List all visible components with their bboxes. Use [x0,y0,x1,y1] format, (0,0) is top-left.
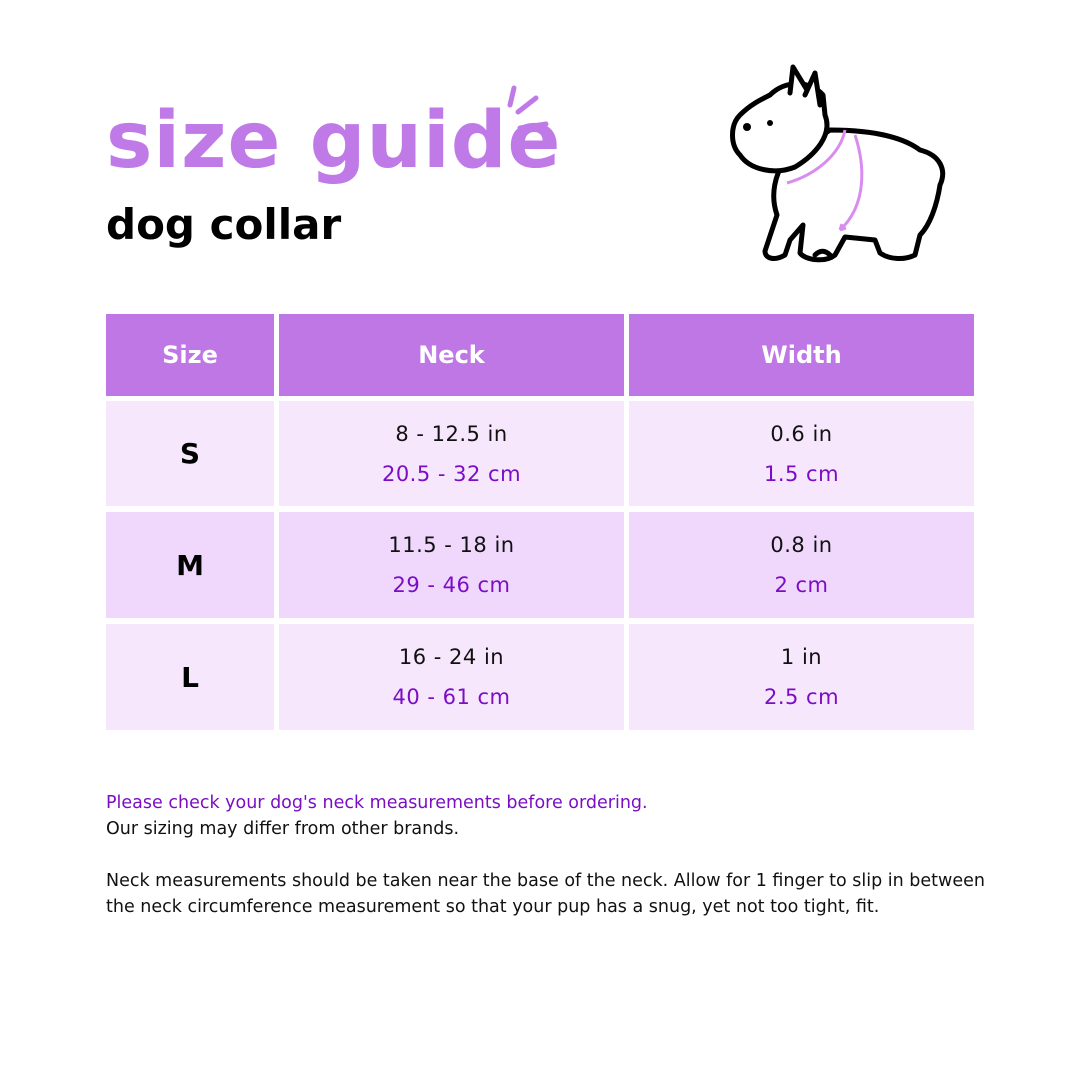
width-inches: 0.6 in [770,421,833,446]
page-subtitle: dog collar [106,200,342,249]
width-inches: 1 in [780,645,823,669]
neck-inches: 16 - 24 in [398,645,505,669]
neck-inches: 11.5 - 18 in [388,533,515,557]
width-inches: 0.8 in [770,533,833,557]
dog-with-collar-icon [730,64,946,263]
width-cm: 2 cm [774,573,829,597]
size-cell: M [106,512,274,618]
neck-inches: 8 - 12.5 in [395,421,508,446]
width-cm: 2.5 cm [763,685,840,709]
page-title: size guide [106,96,562,186]
width-cell: 1 in 2.5 cm [629,624,974,730]
column-header-neck: Neck [279,314,624,396]
neck-cell: 11.5 - 18 in 29 - 46 cm [279,512,624,618]
neck-cell: 8 - 12.5 in 20.5 - 32 cm [279,401,624,506]
width-cm: 1.5 cm [763,461,840,486]
width-cell: 0.6 in 1.5 cm [629,401,974,506]
column-header-width: Width [629,314,974,396]
width-cell: 0.8 in 2 cm [629,512,974,618]
notes-highlight: Please check your dog's neck measurement… [106,793,648,813]
neck-cm: 20.5 - 32 cm [381,461,522,486]
notes-line: Our sizing may differ from other brands. [106,819,460,839]
neck-cell: 16 - 24 in 40 - 61 cm [279,624,624,730]
column-header-size: Size [106,314,274,396]
sparkle-icon [507,85,549,131]
size-cell: S [106,401,274,506]
neck-cm: 40 - 61 cm [392,685,511,709]
sizing-notes: Please check your dog's neck measurement… [106,790,986,920]
notes-paragraph: Neck measurements should be taken near t… [106,871,985,917]
neck-cm: 29 - 46 cm [392,573,511,597]
size-cell: L [106,624,274,730]
